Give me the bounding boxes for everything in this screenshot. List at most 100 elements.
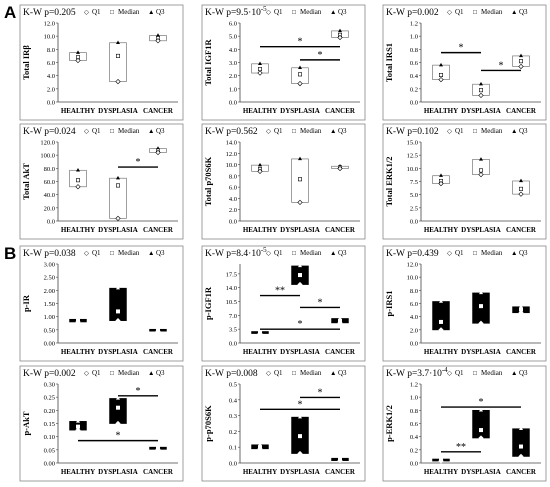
q3-marker — [439, 62, 443, 67]
y-tick-label: 0.4 — [410, 434, 419, 441]
legend-symbol-1: □ — [110, 250, 114, 257]
legend-label-1: Median — [118, 369, 140, 377]
q3-marker — [338, 316, 342, 320]
x-tick-label: CANCER — [506, 226, 537, 234]
y-axis-label: Total IRβ — [21, 45, 31, 80]
y-tick-label: 0.00 — [44, 341, 55, 348]
legend-label-1: Median — [481, 249, 503, 257]
q3-marker — [258, 162, 262, 167]
chart-panel-9: K-W p=0.002 ◇ Q1 □ Median ▲ Q3 0.00 0.05 0.10 0.15… — [19, 365, 184, 482]
median-marker — [478, 304, 483, 309]
x-tick-label: HEALTHY — [61, 107, 95, 115]
q3-marker — [76, 50, 80, 54]
y-tick-label: 2.50 — [44, 275, 55, 282]
legend-symbol-1: □ — [110, 128, 114, 135]
box-dysplasia — [109, 42, 127, 82]
median-marker — [478, 428, 483, 433]
q1-marker — [438, 327, 444, 333]
kw-pvalue: K-W p=0.562 — [205, 127, 258, 137]
x-tick-label: HEALTHY — [243, 107, 277, 115]
legend-label-0: Q1 — [274, 369, 283, 377]
q1-marker — [75, 427, 81, 433]
median-marker — [116, 309, 121, 314]
q1-marker — [75, 57, 81, 64]
x-tick-label: CANCER — [143, 226, 174, 234]
y-tick-label: 0.0 — [229, 461, 237, 468]
legend-label-0: Q1 — [274, 249, 283, 257]
median-marker — [518, 186, 523, 191]
section-label-b: B — [4, 244, 17, 263]
q1-marker — [438, 76, 444, 83]
y-tick-label: 8.0 — [47, 47, 55, 54]
y-tick-label: 0.10 — [44, 434, 55, 441]
x-tick-label: CANCER — [325, 468, 356, 476]
median-marker — [116, 183, 121, 188]
x-tick-label: CANCER — [506, 107, 537, 115]
box-cancer — [512, 428, 530, 457]
y-tick-label: 0.2 — [229, 429, 237, 436]
q1-marker — [257, 168, 263, 174]
legend-label-2: Q3 — [338, 8, 347, 16]
y-tick-label: 1.00 — [44, 314, 55, 321]
median-marker — [438, 73, 443, 78]
x-tick-label: HEALTHY — [243, 348, 277, 356]
legend-symbol-0: ◇ — [447, 370, 453, 377]
y-tick-label: 10.0 — [407, 166, 418, 173]
q1-marker — [518, 63, 524, 70]
legend-label-2: Q3 — [519, 369, 528, 377]
kw-pvalue: K-W p=0.024 — [23, 127, 76, 137]
x-tick-label: DYSPLASIA — [280, 107, 320, 115]
significance-label: ** — [456, 442, 466, 453]
q1-marker — [75, 319, 81, 325]
chart-panel-4: K-W p=0.562 ◇ Q1 □ Median ▲ Q3 0.0 2.0 4.0 6.0 8.0 1… — [201, 123, 366, 240]
significance-label: * — [116, 431, 121, 442]
y-tick-label: 60.0 — [44, 179, 55, 186]
q1-marker — [115, 420, 121, 427]
q1-marker — [115, 215, 121, 221]
y-tick-label: 0.0 — [47, 100, 55, 107]
q3-marker — [156, 33, 160, 37]
y-tick-label: 0.50 — [44, 327, 55, 334]
q1-marker — [257, 330, 263, 337]
q3-marker — [76, 168, 80, 172]
y-tick-label: 0.0 — [410, 100, 418, 107]
y-tick-label: 14.0 — [226, 285, 237, 292]
legend-symbol-2: ▲ — [330, 370, 336, 377]
y-tick-label: 2.0 — [229, 73, 237, 80]
x-tick-label: HEALTHY — [243, 468, 277, 476]
legend-label-1: Median — [300, 249, 322, 257]
y-tick-label: 2.0 — [229, 207, 237, 214]
legend-label-2: Q3 — [156, 127, 165, 135]
y-tick-label: 0.2 — [410, 86, 418, 93]
panel-border — [201, 365, 366, 482]
y-tick-label: 0.0 — [47, 219, 55, 226]
y-tick-label: 100.0 — [40, 153, 55, 160]
legend-label-1: Median — [300, 369, 322, 377]
y-tick-label: 0.0 — [229, 341, 237, 348]
kw-exponent: -4 — [442, 366, 448, 374]
y-axis-label: Total p70S6K — [203, 156, 213, 206]
legend-label-2: Q3 — [338, 127, 347, 135]
y-tick-label: 7.0 — [229, 313, 237, 320]
legend-label-2: Q3 — [156, 8, 165, 16]
median-marker — [297, 273, 302, 278]
y-tick-label: 1.0 — [229, 86, 237, 93]
y-tick-label: 4.0 — [229, 47, 237, 54]
legend-label-1: Median — [300, 8, 322, 16]
kw-pvalue: K-W p=0.205 — [23, 8, 76, 18]
legend-symbol-0: ◇ — [266, 370, 272, 377]
y-tick-label: 0.05 — [44, 447, 55, 454]
kw-exponent: -5 — [261, 246, 267, 254]
y-tick-label: 0.6 — [410, 421, 419, 428]
box-healthy — [432, 301, 450, 331]
x-tick-label: CANCER — [506, 348, 537, 356]
legend-symbol-1: □ — [473, 128, 477, 135]
legend-symbol-0: ◇ — [266, 250, 272, 257]
y-tick-label: 14.0 — [226, 140, 237, 147]
median-marker — [116, 405, 121, 410]
chart-panel-1: K-W p=9.5·10-5 ◇ Q1 □ Median ▲ Q3 0.0 1.0 2.0 3.0 4… — [201, 4, 366, 121]
q3-marker — [298, 263, 302, 268]
q1-marker — [337, 458, 343, 464]
q3-marker — [116, 175, 120, 180]
legend-label-2: Q3 — [338, 369, 347, 377]
